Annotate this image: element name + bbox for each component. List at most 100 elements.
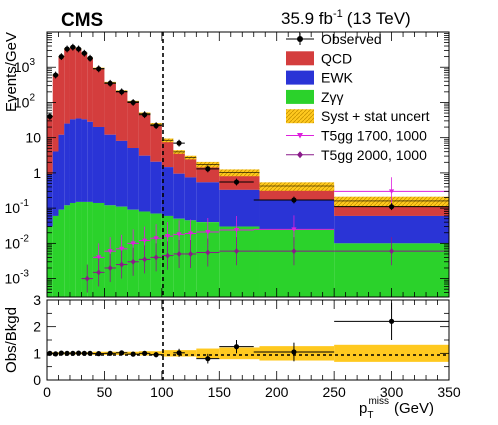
ewk-bar — [75, 118, 82, 202]
qcd-bar — [115, 91, 128, 141]
legend-swatch — [286, 109, 314, 124]
ewk-bar — [138, 155, 151, 212]
signal-2000-marker — [142, 256, 148, 263]
signal-1700-marker — [291, 227, 297, 232]
qcd-bar — [92, 68, 105, 127]
y-tick-label-base: 10 — [25, 130, 41, 146]
ratio-band-segment — [259, 346, 335, 361]
x-tick-label: 0 — [43, 384, 51, 400]
y-tick-label: 10-2 — [5, 233, 30, 251]
legend-swatch — [286, 70, 314, 85]
ratio-point — [388, 318, 395, 324]
luminosity-value: 35.9 fb — [281, 9, 333, 28]
signal-2000-marker — [205, 249, 211, 256]
ratio-point — [119, 350, 125, 356]
ratio-point — [81, 350, 87, 356]
observed-points — [47, 43, 449, 211]
y-tick-label-exp: 2 — [29, 92, 35, 103]
ewk-bar — [219, 189, 260, 227]
x-axis-label-unit: (GeV) — [394, 400, 434, 417]
qcd-bar — [173, 151, 185, 174]
x-axis-label: pTmiss (GeV) — [359, 396, 434, 421]
qcd-bar — [161, 140, 174, 168]
ratio-point — [291, 349, 297, 355]
ratio-point — [96, 351, 102, 357]
luminosity-label: 35.9 fb-1 (13 TeV) — [281, 8, 411, 28]
observed-point — [291, 197, 297, 203]
observed-point — [205, 166, 211, 172]
zgg-bar — [64, 205, 70, 297]
qcd-bar — [75, 48, 82, 119]
signal-2000-marker — [130, 258, 136, 265]
cms-label: CMS — [61, 10, 103, 31]
qcd-bar — [47, 116, 53, 175]
ratio-y-axis-label: Obs/Bkgd — [3, 307, 20, 373]
signal-1700-marker — [176, 232, 182, 237]
signal-2000-marker — [107, 264, 113, 271]
legend: Observed QCD EWK Zγγ Syst + stat uncert T5gg … — [286, 31, 430, 163]
ratio-point — [64, 350, 70, 356]
x-tick-label: 100 — [150, 384, 174, 400]
signal-1700-marker — [233, 227, 240, 233]
qcd-bar — [127, 101, 139, 149]
ratio-point — [107, 350, 113, 356]
ewk-bar — [81, 119, 88, 202]
signal-2000-marker — [165, 252, 171, 259]
legend-label: Zγγ — [321, 89, 344, 105]
x-tick-label: 200 — [265, 384, 289, 400]
zgg-bar — [87, 201, 93, 297]
ratio-band-segment — [334, 344, 449, 362]
ewk-bar — [150, 161, 162, 214]
x-tick-label: 150 — [208, 384, 232, 400]
observed-point — [87, 55, 93, 61]
observed-point — [75, 46, 82, 52]
y-tick-label: 103 — [14, 57, 36, 75]
ewk-bar — [58, 134, 65, 210]
signal-2000-marker — [389, 248, 395, 255]
y-tick-label-exp: -2 — [20, 233, 29, 244]
ewk-bar — [127, 148, 139, 210]
qcd-bar — [81, 53, 88, 120]
x-tick-label: 350 — [437, 384, 461, 400]
ewk-bar — [173, 173, 185, 219]
y-tick-label: 10-3 — [5, 269, 30, 287]
zgg-bar — [219, 226, 260, 297]
ratio-y-tick-label: 0 — [33, 372, 41, 388]
upper-plot-frame — [46, 31, 450, 298]
ratio-point — [205, 356, 211, 362]
legend-label: QCD — [321, 50, 352, 66]
ewk-bar — [104, 134, 116, 206]
y-tick-label-base: 10 — [14, 59, 30, 75]
signal-1700-marker — [153, 236, 159, 241]
x-axis-label-sup: miss — [368, 396, 389, 407]
ratio-band-segment — [219, 347, 260, 360]
ratio-axes: 0 50 100 150 200 250 300 350 0 1 2 3 — [33, 292, 461, 400]
zgg-bar — [52, 215, 59, 297]
legend-label: T5gg 2000, 1000 — [321, 147, 427, 163]
ewk-bar — [87, 121, 93, 202]
signal-2000-marker — [188, 250, 194, 257]
y-tick-label-base: 10 — [5, 271, 21, 287]
observed-point — [58, 54, 64, 60]
qcd-bar — [87, 57, 93, 122]
signal-1700-marker — [130, 241, 136, 246]
legend-swatch — [286, 51, 314, 66]
legend-entry-QCD: QCD — [286, 50, 352, 66]
ewk-bar — [64, 123, 70, 206]
observed-point — [233, 179, 240, 185]
ratio-point — [87, 350, 93, 356]
qcd-bar — [58, 56, 65, 135]
legend-signal-marker — [297, 151, 303, 159]
signal-2000-marker — [176, 250, 182, 257]
y-tick-label-base: 10 — [5, 200, 21, 216]
ratio-point — [70, 350, 76, 356]
ewk-bar — [259, 199, 335, 230]
signal-2000-marker — [291, 248, 297, 255]
signal-2000-marker — [153, 254, 159, 261]
signal-1700-marker — [388, 189, 395, 194]
zgg-bar — [58, 209, 65, 297]
legend-entry-EWK: EWK — [286, 70, 354, 86]
luminosity-exponent: -1 — [333, 8, 343, 20]
